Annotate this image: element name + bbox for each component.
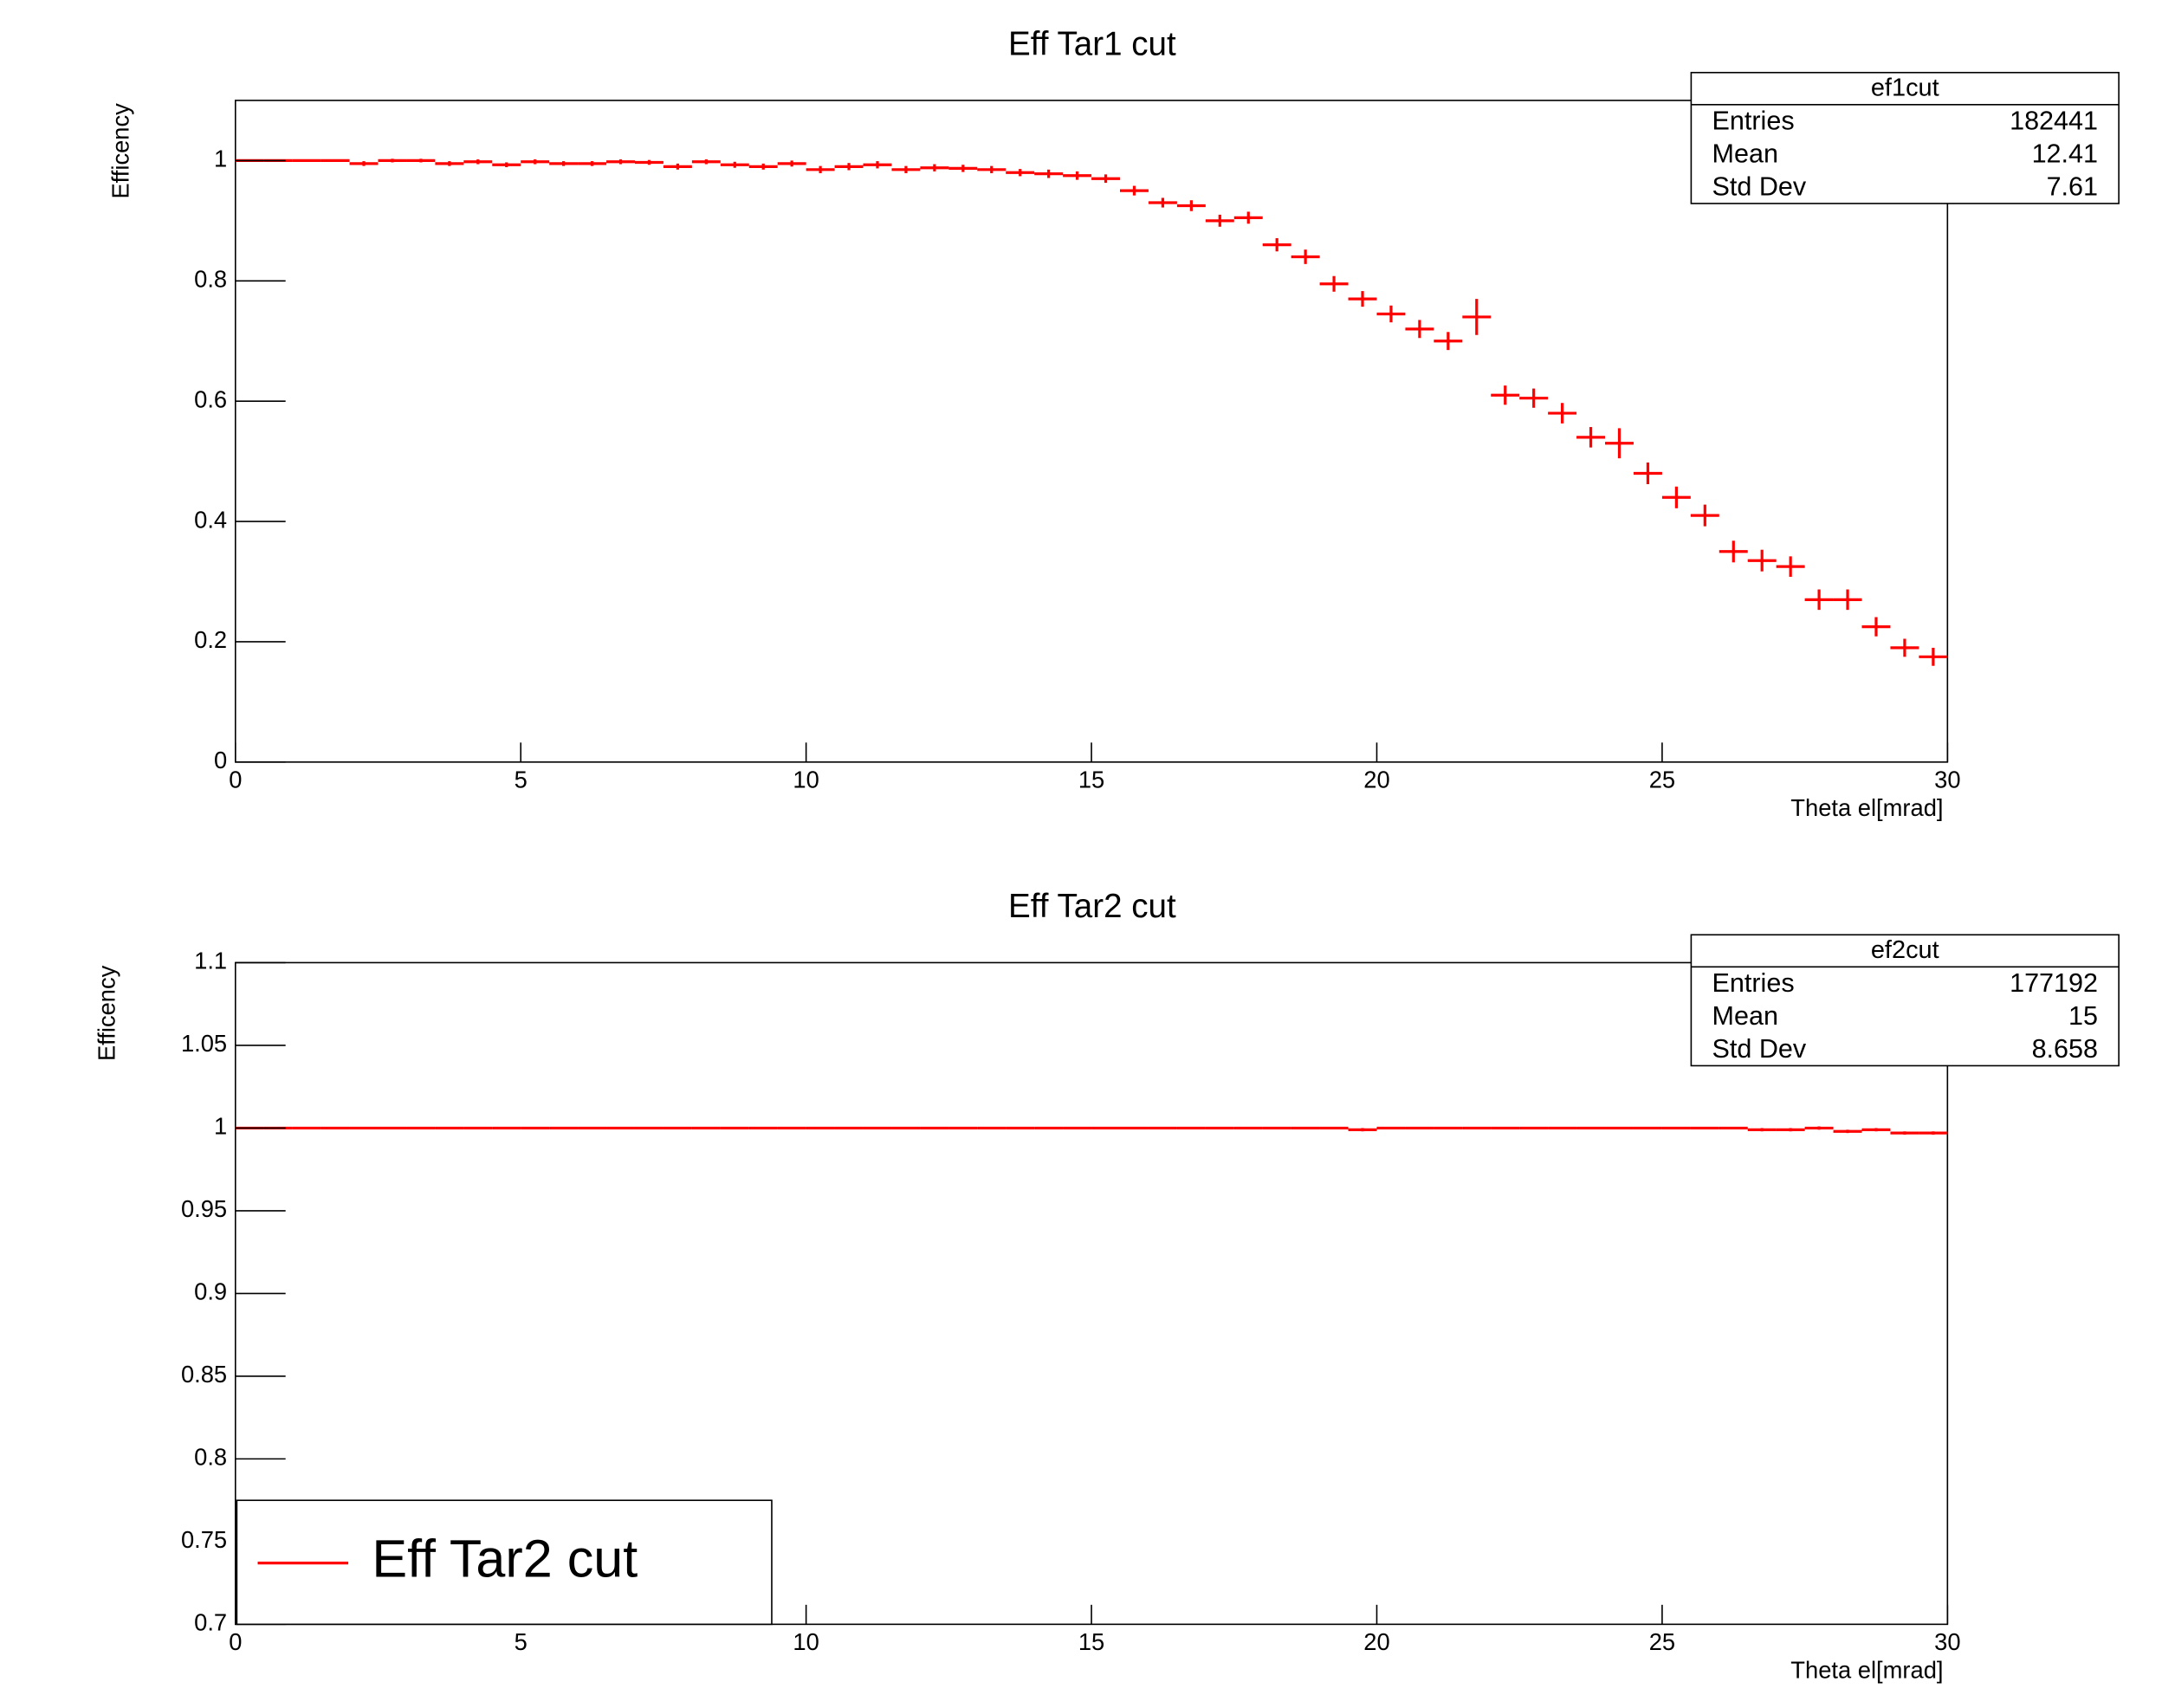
y-tick-label: 0.8 [194,265,227,292]
x-tick-label: 10 [793,1628,819,1655]
y-tick-label: 0.8 [194,1444,227,1471]
y-tick-label: 0.6 [194,385,227,412]
y-tick-label: 1.05 [181,1030,227,1057]
stats-label: Mean [1712,1001,1778,1031]
chart-title: Eff Tar2 cut [1008,888,1176,925]
x-tick-label: 20 [1363,1628,1389,1655]
stats-label: Std Dev [1712,1034,1807,1064]
x-tick-label: 5 [515,1628,528,1655]
x-tick-label: 30 [1934,767,1960,793]
legend-label: Eff Tar2 cut [372,1530,638,1588]
stats-value: 8.658 [2032,1034,2098,1064]
y-tick-label: 1.1 [194,948,227,974]
y-tick-label: 1 [214,1113,227,1140]
x-axis-label: Theta el[mrad] [1790,794,1943,821]
x-tick-label: 5 [515,767,528,793]
y-tick-label: 0.4 [194,506,227,533]
chart-title: Eff Tar1 cut [1008,25,1176,62]
x-tick-label: 25 [1649,767,1675,793]
x-axis-label: Theta el[mrad] [1790,1656,1943,1683]
y-tick-label: 0.75 [181,1526,227,1553]
stats-label: Entries [1712,107,1795,136]
x-tick-label: 25 [1649,1628,1675,1655]
stats-title: ef1cut [1871,74,1939,102]
stats-label: Std Dev [1712,171,1807,201]
x-tick-label: 15 [1078,1628,1104,1655]
x-tick-label: 30 [1934,1628,1960,1655]
stats-label: Entries [1712,968,1795,998]
x-tick-label: 15 [1078,767,1104,793]
y-tick-label: 0.9 [194,1278,227,1305]
x-tick-label: 0 [229,767,242,793]
stats-title: ef2cut [1871,936,1939,964]
stats-box [1690,934,2120,1067]
y-axis-label: Efficency [94,965,120,1061]
y-tick-label: 1 [214,146,227,172]
y-tick-label: 0.95 [181,1195,227,1222]
y-tick-label: 0.2 [194,626,227,653]
y-tick-label: 0.85 [181,1361,227,1388]
x-tick-label: 20 [1363,767,1389,793]
stats-value: 182441 [2010,107,2098,136]
stats-box [1690,71,2120,204]
stats-value: 7.61 [2047,171,2098,201]
stats-label: Mean [1712,139,1778,169]
y-axis-label: Efficency [107,103,134,199]
x-tick-label: 10 [793,767,819,793]
y-tick-label: 0 [214,747,227,773]
stats-value: 177192 [2010,968,2098,998]
stats-value: 15 [2068,1001,2098,1031]
stats-value: 12.41 [2032,139,2098,169]
x-tick-label: 0 [229,1628,242,1655]
y-tick-label: 0.7 [194,1609,227,1636]
